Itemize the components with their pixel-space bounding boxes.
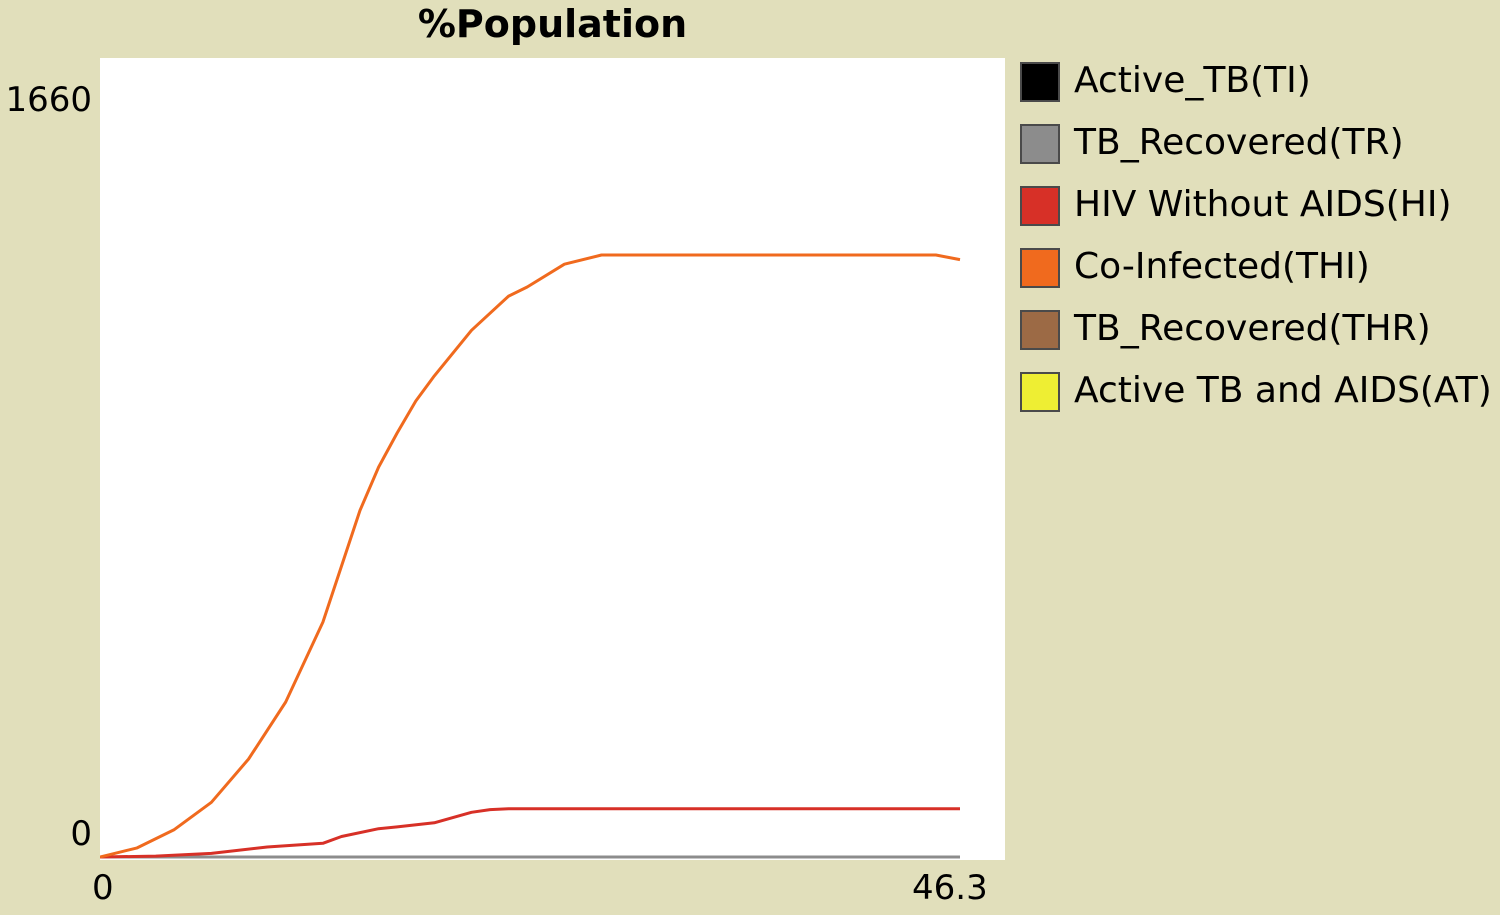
legend-label: Active_TB(TI)	[1074, 60, 1311, 101]
legend-swatch	[1020, 372, 1060, 412]
x-tick-min-label: 0	[92, 868, 114, 908]
plot-svg	[100, 253, 961, 859]
legend-item: TB_Recovered(THR)	[1020, 306, 1500, 368]
legend-label: HIV Without AIDS(HI)	[1074, 184, 1452, 225]
y-tick-max-label: 1660	[5, 80, 92, 120]
legend-swatch	[1020, 186, 1060, 226]
legend-item: Co-Infected(THI)	[1020, 244, 1500, 306]
legend-item: HIV Without AIDS(HI)	[1020, 182, 1500, 244]
legend-item: Active_TB(TI)	[1020, 58, 1500, 120]
legend-swatch	[1020, 248, 1060, 288]
series-line-4	[100, 253, 961, 859]
plot-area	[100, 58, 1005, 860]
legend-swatch	[1020, 124, 1060, 164]
legend-label: TB_Recovered(TR)	[1074, 122, 1404, 163]
x-tick-max-label: 46.3	[912, 868, 988, 908]
legend-item: Active TB and AIDS(AT)	[1020, 368, 1500, 430]
legend-swatch	[1020, 62, 1060, 102]
legend-label: Active TB and AIDS(AT)	[1074, 370, 1492, 411]
legend-swatch	[1020, 310, 1060, 350]
chart-title: %Population	[417, 2, 688, 46]
legend-label: TB_Recovered(THR)	[1074, 308, 1431, 349]
y-tick-min-label: 0	[70, 814, 92, 854]
legend-label: Co-Infected(THI)	[1074, 246, 1370, 287]
legend-item: TB_Recovered(TR)	[1020, 120, 1500, 182]
legend: Active_TB(TI) TB_Recovered(TR) HIV Without…	[1020, 58, 1500, 430]
series-line-3	[100, 807, 960, 859]
